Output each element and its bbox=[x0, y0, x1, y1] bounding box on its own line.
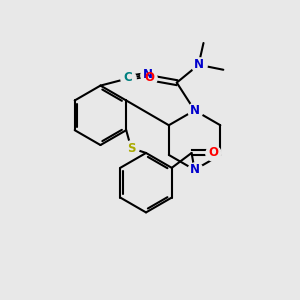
Text: N: N bbox=[143, 68, 153, 81]
Text: O: O bbox=[208, 146, 218, 160]
Text: N: N bbox=[190, 163, 200, 176]
Text: N: N bbox=[194, 58, 203, 71]
Text: N: N bbox=[190, 104, 200, 117]
Text: C: C bbox=[124, 71, 133, 84]
Text: O: O bbox=[144, 71, 154, 84]
Text: S: S bbox=[127, 142, 135, 154]
